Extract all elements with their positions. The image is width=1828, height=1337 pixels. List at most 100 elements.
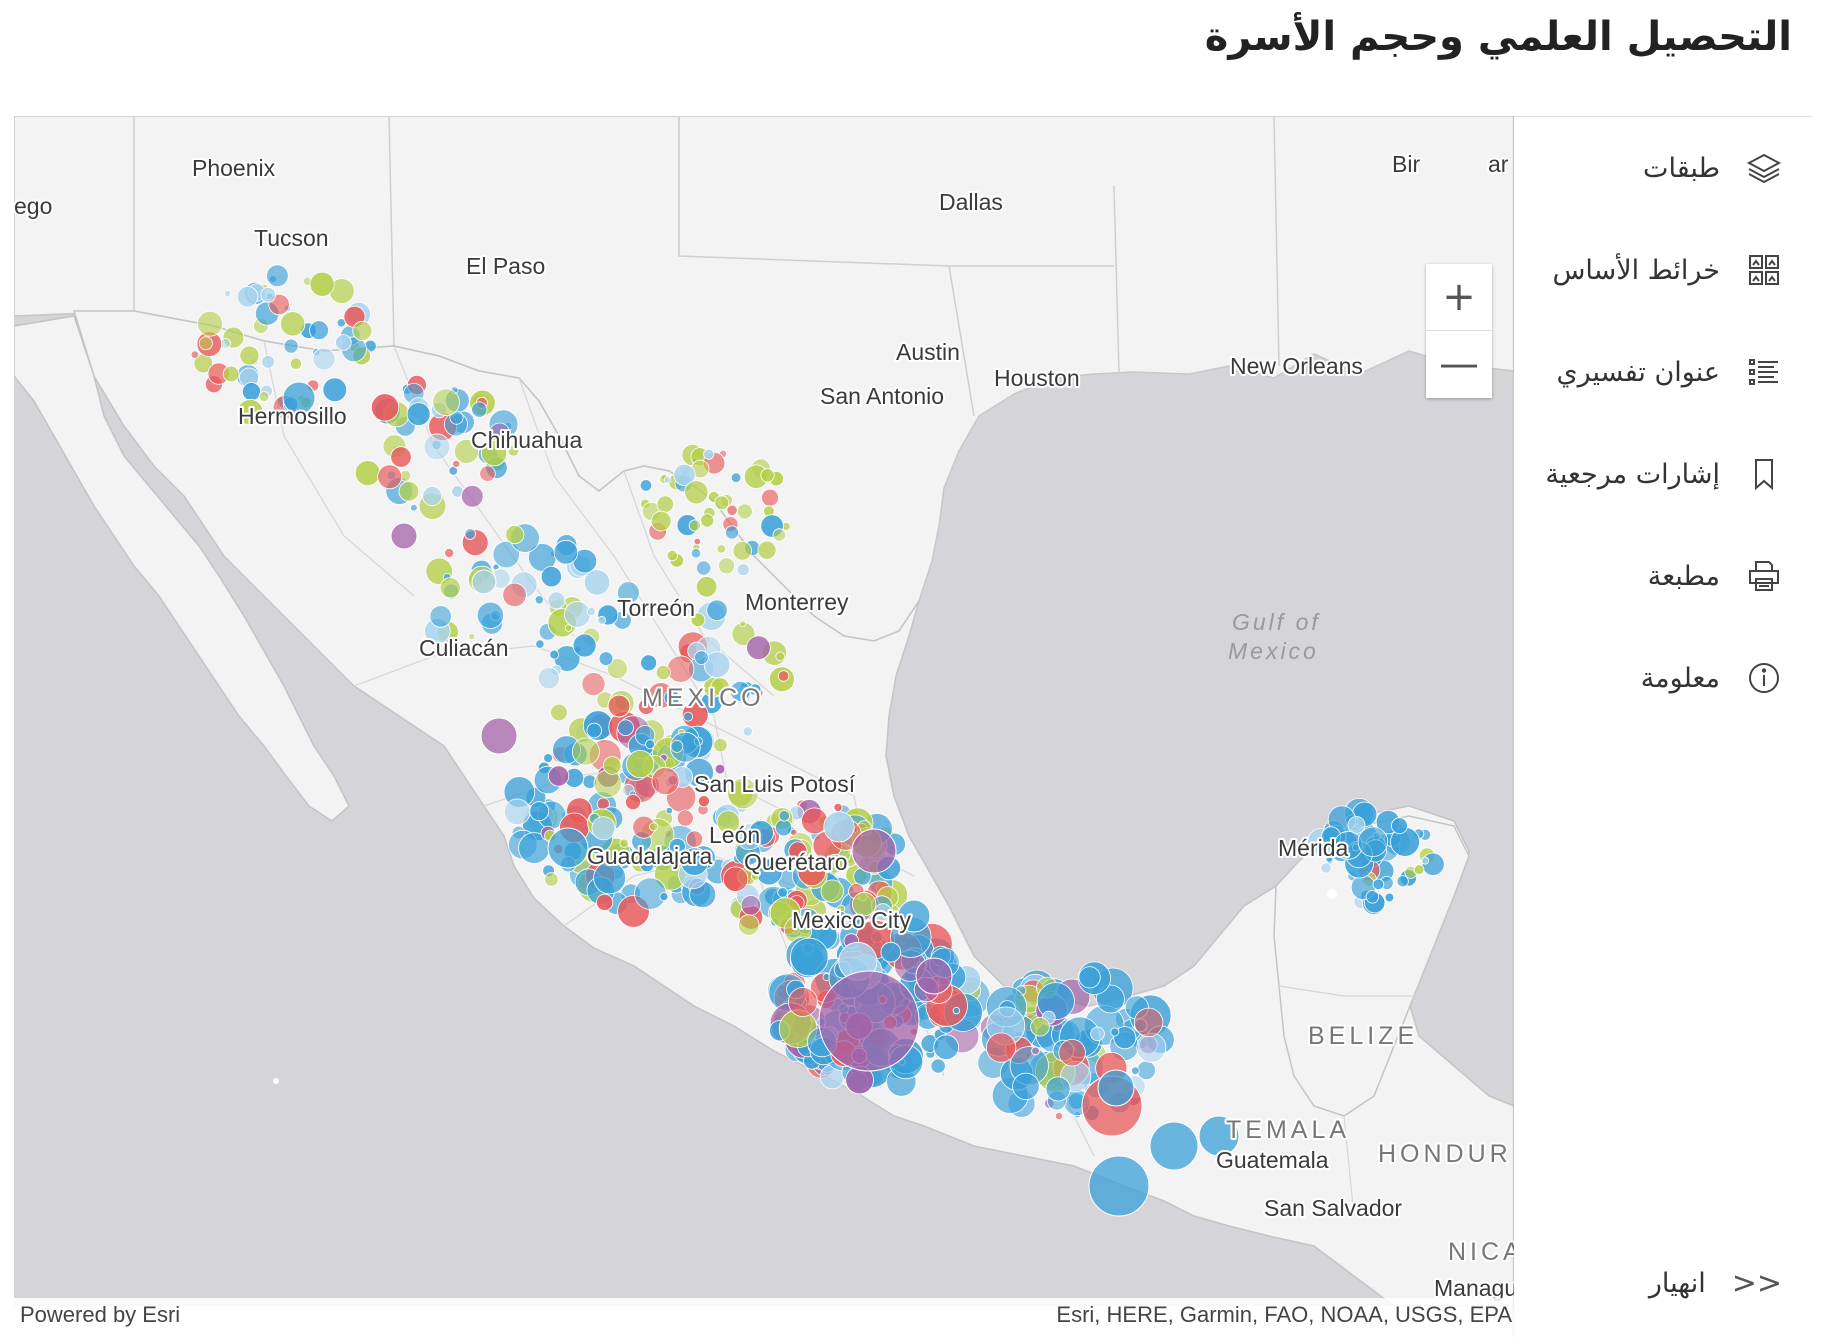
data-bubble[interactable] xyxy=(1090,1026,1105,1042)
data-bubble[interactable] xyxy=(736,563,750,577)
data-bubble[interactable] xyxy=(777,670,790,682)
data-bubble[interactable] xyxy=(280,311,306,337)
data-bubble[interactable] xyxy=(266,264,289,288)
data-bubble[interactable] xyxy=(755,858,783,886)
data-bubble[interactable] xyxy=(1413,864,1425,875)
data-bubble[interactable] xyxy=(1097,1069,1135,1107)
data-bubble[interactable] xyxy=(639,857,655,873)
data-bubble[interactable] xyxy=(222,365,240,383)
data-bubble[interactable] xyxy=(775,651,785,662)
data-bubble[interactable] xyxy=(1384,892,1395,903)
data-bubble[interactable] xyxy=(746,635,771,661)
data-bubble[interactable] xyxy=(602,756,622,775)
data-bubble[interactable] xyxy=(583,569,611,596)
data-bubble[interactable] xyxy=(283,338,299,354)
data-bubble[interactable] xyxy=(260,287,277,303)
data-bubble[interactable] xyxy=(772,528,787,542)
data-bubble[interactable] xyxy=(335,334,352,351)
data-bubble[interactable] xyxy=(626,749,655,779)
data-bubble[interactable] xyxy=(549,649,560,660)
data-bubble[interactable] xyxy=(738,914,760,936)
data-bubble[interactable] xyxy=(1391,817,1408,835)
menu-item-basemaps[interactable]: خرائط الأساس xyxy=(1514,219,1812,321)
data-bubble[interactable] xyxy=(471,569,497,595)
data-bubble[interactable] xyxy=(685,830,704,848)
data-bubble[interactable] xyxy=(544,872,559,887)
data-bubble[interactable] xyxy=(880,941,902,963)
data-bubble[interactable] xyxy=(619,838,629,848)
data-bubble[interactable] xyxy=(309,271,335,297)
data-bubble[interactable] xyxy=(818,970,920,1072)
data-bubble[interactable] xyxy=(503,798,531,826)
data-bubble[interactable] xyxy=(732,541,753,561)
data-bubble[interactable] xyxy=(1012,1072,1040,1101)
data-bubble[interactable] xyxy=(666,549,678,562)
data-bubble[interactable] xyxy=(1030,1016,1050,1037)
data-bubble[interactable] xyxy=(617,719,634,736)
data-bubble[interactable] xyxy=(695,560,712,576)
data-bubble[interactable] xyxy=(507,444,520,457)
data-bubble[interactable] xyxy=(722,866,749,892)
menu-item-layers[interactable]: طبقات xyxy=(1514,117,1812,219)
data-bubble[interactable] xyxy=(665,806,673,815)
data-bubble[interactable] xyxy=(464,528,476,540)
data-bubble[interactable] xyxy=(700,513,715,528)
data-bubble[interactable] xyxy=(224,290,232,298)
data-bubble[interactable] xyxy=(406,402,431,427)
data-bubble[interactable] xyxy=(725,525,740,540)
data-bubble[interactable] xyxy=(673,463,696,486)
data-bubble[interactable] xyxy=(684,480,709,505)
data-bubble[interactable] xyxy=(595,893,614,912)
data-bubble[interactable] xyxy=(198,336,213,351)
data-bubble[interactable] xyxy=(593,769,622,798)
zoom-out-button[interactable]: — xyxy=(1426,330,1492,397)
data-bubble[interactable] xyxy=(933,1034,959,1060)
data-bubble[interactable] xyxy=(586,606,596,616)
data-bubble[interactable] xyxy=(713,737,728,753)
data-bubble[interactable] xyxy=(638,698,655,715)
data-bubble[interactable] xyxy=(655,665,671,681)
data-bubble[interactable] xyxy=(422,486,443,507)
data-bubble[interactable] xyxy=(695,576,718,598)
data-bubble[interactable] xyxy=(812,860,821,869)
data-bubble[interactable] xyxy=(639,479,653,492)
data-bubble[interactable] xyxy=(930,1058,946,1074)
data-bubble[interactable] xyxy=(370,393,400,422)
data-bubble[interactable] xyxy=(597,615,607,625)
data-bubble[interactable] xyxy=(774,819,793,837)
data-bubble[interactable] xyxy=(669,731,701,763)
data-bubble[interactable] xyxy=(726,504,738,516)
data-bubble[interactable] xyxy=(537,667,560,690)
data-bubble[interactable] xyxy=(666,655,695,683)
data-bubble[interactable] xyxy=(833,802,843,812)
data-bubble[interactable] xyxy=(312,347,336,371)
data-bubble[interactable] xyxy=(788,987,818,1017)
data-bubble[interactable] xyxy=(564,624,573,632)
data-bubble[interactable] xyxy=(676,809,694,827)
data-bubble[interactable] xyxy=(716,810,741,834)
data-bubble[interactable] xyxy=(1396,875,1409,888)
data-bubble[interactable] xyxy=(502,582,527,608)
data-bubble[interactable] xyxy=(460,484,484,508)
data-bubble[interactable] xyxy=(820,879,845,903)
data-bubble[interactable] xyxy=(1149,1121,1199,1171)
data-bubble[interactable] xyxy=(1320,862,1332,874)
data-bubble[interactable] xyxy=(1045,1076,1071,1102)
data-bubble[interactable] xyxy=(789,937,829,977)
data-bubble[interactable] xyxy=(714,763,726,775)
data-bubble[interactable] xyxy=(423,433,451,461)
data-bubble[interactable] xyxy=(663,689,680,706)
data-bubble[interactable] xyxy=(452,459,461,468)
data-bubble[interactable] xyxy=(801,807,828,835)
data-bubble[interactable] xyxy=(1325,854,1334,863)
data-bubble[interactable] xyxy=(190,350,200,359)
data-bubble[interactable] xyxy=(952,1006,961,1015)
menu-item-bookmarks[interactable]: إشارات مرجعية xyxy=(1514,423,1812,525)
data-bubble[interactable] xyxy=(760,468,775,483)
data-bubble[interactable] xyxy=(851,828,897,874)
data-bubble[interactable] xyxy=(897,899,931,933)
data-bubble[interactable] xyxy=(282,381,316,415)
data-bubble[interactable] xyxy=(390,522,418,550)
data-bubble[interactable] xyxy=(398,480,420,502)
data-bubble[interactable] xyxy=(220,338,232,349)
